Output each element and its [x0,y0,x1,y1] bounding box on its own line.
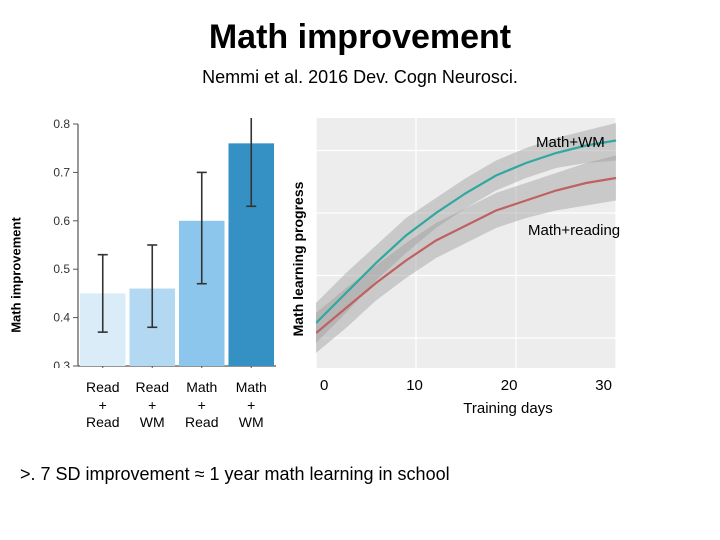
line-chart-legend-math-reading: Math+reading [528,222,620,239]
line-chart-xtick: 10 [406,377,423,394]
svg-text:0.6: 0.6 [53,214,70,228]
bar-chart-category-label: Math + WM [227,379,277,432]
line-chart-xtick: 30 [595,377,612,394]
bar-chart-svg: 0.3 0.4 0.5 0.6 0.7 0.8 [42,118,282,368]
page-title: Math improvement [0,0,720,57]
line-chart-plot: Math+WM Math+reading [316,118,700,373]
bar-chart-panel: Math improvement 0.30.40.50.60.70.8 Read… [20,118,282,432]
bar-chart-category-label: Read + Read [78,379,128,432]
svg-text:0.5: 0.5 [53,262,70,276]
bar-chart-plot: 0.3 0.4 0.5 0.6 0.7 0.8 [42,118,282,373]
line-chart-xtick: 0 [320,377,328,394]
citation: Nemmi et al. 2016 Dev. Cogn Neurosci. [0,57,720,88]
bar-chart-ylabel: Math improvement [9,217,24,333]
bar-chart-category-label: Read + WM [128,379,178,432]
footer-text: >. 7 SD improvement ≈ 1 year math learni… [0,442,720,485]
svg-text:0.4: 0.4 [53,311,70,325]
svg-text:0.3: 0.3 [53,359,70,368]
line-chart-svg [316,118,616,368]
line-chart-xlabels: 0 10 20 30 [316,373,616,394]
bar-chart-xlabels: Read + ReadRead + WMMath + ReadMath + WM [42,373,282,432]
line-chart-ylabel: Math learning progress [290,182,306,337]
line-chart-legend-math-wm: Math+WM [536,134,605,151]
line-chart-xtitle: Training days [316,394,700,417]
svg-text:0.7: 0.7 [53,165,70,179]
line-chart-panel: Math learning progress Math+WM Math+readi… [290,118,700,432]
charts-row: Math improvement 0.3 0.4 0.5 0.6 0.7 0.8 Read… [0,88,720,442]
line-chart-xtick: 20 [501,377,518,394]
svg-text:0.8: 0.8 [53,118,70,131]
bar-chart-category-label: Math + Read [177,379,227,432]
